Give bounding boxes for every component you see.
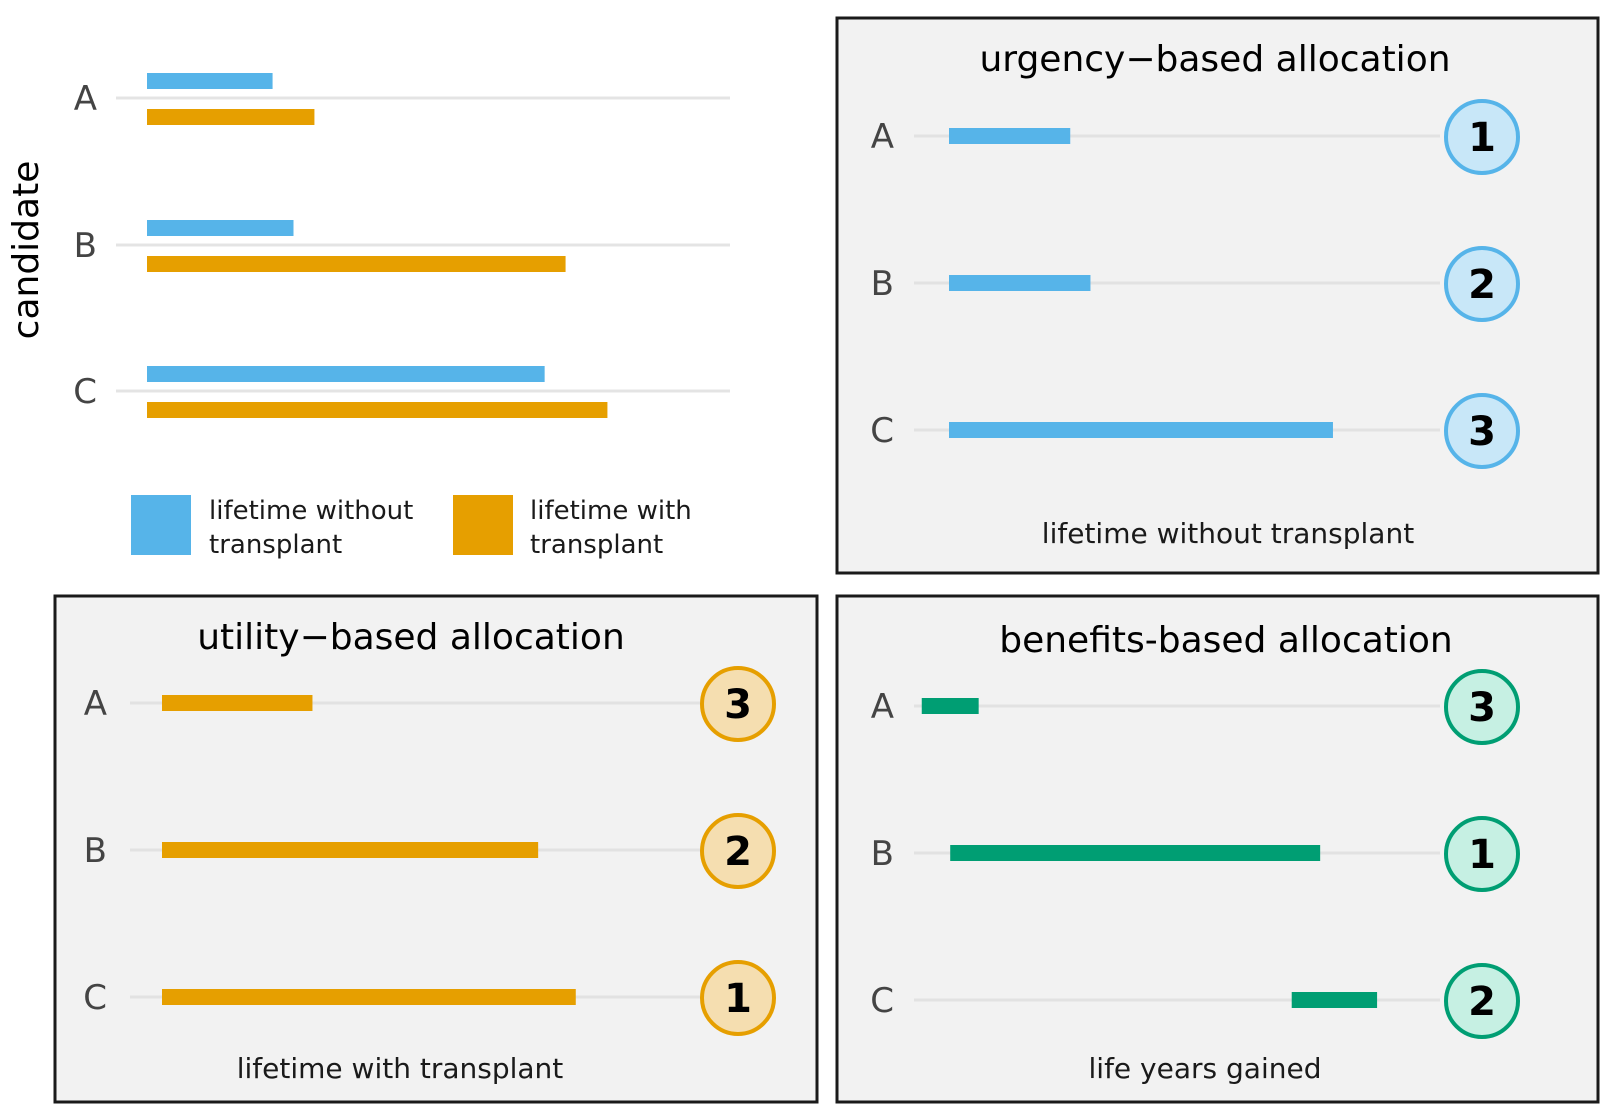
benefits-rank-label-B: 1 — [1468, 832, 1496, 878]
benefits-bar-A — [921, 698, 979, 714]
utility-rank-badge-C — [700, 960, 776, 1036]
utility-rank-label-C: 1 — [724, 976, 752, 1022]
urgency-rank-label-B: 2 — [1468, 262, 1496, 308]
overview-bar-with-B — [147, 256, 566, 272]
urgency-category-label: A — [871, 117, 894, 157]
benefits-rank-badge-B — [1444, 816, 1520, 892]
overview-ylabel: candidate — [6, 161, 47, 340]
urgency-rank-label-C: 3 — [1468, 409, 1496, 455]
overview-legend: lifetime without transplant lifetime wit… — [131, 495, 692, 560]
legend-swatch-with — [453, 495, 513, 555]
overview-bar-without-A — [147, 73, 273, 89]
utility-bar-C — [162, 989, 576, 1005]
urgency-rank-badge-B — [1444, 246, 1520, 322]
utility-category-label: C — [83, 978, 107, 1018]
urgency-title: urgency−based allocation — [979, 39, 1450, 80]
benefits-bar-C — [1291, 992, 1378, 1008]
benefits-category-label: C — [870, 981, 894, 1021]
urgency-bar-B — [949, 275, 1091, 291]
overview-chart: candidate A B C — [6, 73, 730, 418]
benefits-rank-label-C: 2 — [1468, 979, 1496, 1025]
benefits-category-label: A — [871, 687, 894, 727]
utility-xlabel: lifetime with transplant — [237, 1052, 564, 1085]
legend-label-with-line1: lifetime with — [530, 496, 692, 526]
overview-bar-without-C — [147, 366, 545, 382]
utility-bar-A — [162, 695, 313, 711]
benefits-xlabel: life years gained — [1089, 1052, 1322, 1085]
urgency-rank-badge-C — [1444, 393, 1520, 469]
urgency-bar-A — [949, 128, 1071, 144]
urgency-category-label: C — [870, 411, 894, 451]
benefits-rank-badge-A — [1444, 669, 1520, 745]
overview-category-label: A — [74, 79, 97, 119]
utility-category-label: A — [84, 684, 107, 724]
utility-chart: utility−based allocation lifetime with t… — [83, 617, 776, 1085]
urgency-chart: urgency−based allocation lifetime withou… — [870, 39, 1520, 550]
benefits-title: benefits-based allocation — [999, 620, 1453, 661]
utility-rank-label-B: 2 — [724, 829, 752, 875]
urgency-rank-badge-A — [1444, 99, 1520, 175]
utility-rank-badge-A — [700, 666, 776, 742]
benefits-rank-label-A: 3 — [1468, 685, 1496, 731]
overview-bar-without-B — [147, 220, 294, 236]
benefits-bar-B — [950, 845, 1321, 861]
urgency-xlabel: lifetime without transplant — [1042, 517, 1414, 550]
overview-bar-with-A — [147, 109, 315, 125]
benefits-chart: benefits-based allocation life years gai… — [870, 620, 1520, 1085]
legend-label-with-line2: transplant — [530, 530, 663, 560]
overview-category-label: C — [73, 372, 97, 412]
urgency-rank-label-A: 1 — [1468, 115, 1496, 161]
utility-bar-B — [162, 842, 539, 858]
benefits-rank-badge-C — [1444, 963, 1520, 1039]
overview-category-label: B — [74, 226, 97, 266]
legend-label-without-line1: lifetime without — [209, 496, 413, 526]
utility-rank-badge-B — [700, 813, 776, 889]
utility-rank-label-A: 3 — [724, 682, 752, 728]
overview-bar-with-C — [147, 402, 608, 418]
utility-category-label: B — [84, 831, 107, 871]
legend-swatch-without — [131, 495, 191, 555]
urgency-bar-C — [949, 422, 1333, 438]
legend-label-without-line2: transplant — [209, 530, 342, 560]
urgency-category-label: B — [871, 264, 894, 304]
benefits-category-label: B — [871, 834, 894, 874]
utility-title: utility−based allocation — [197, 617, 625, 658]
